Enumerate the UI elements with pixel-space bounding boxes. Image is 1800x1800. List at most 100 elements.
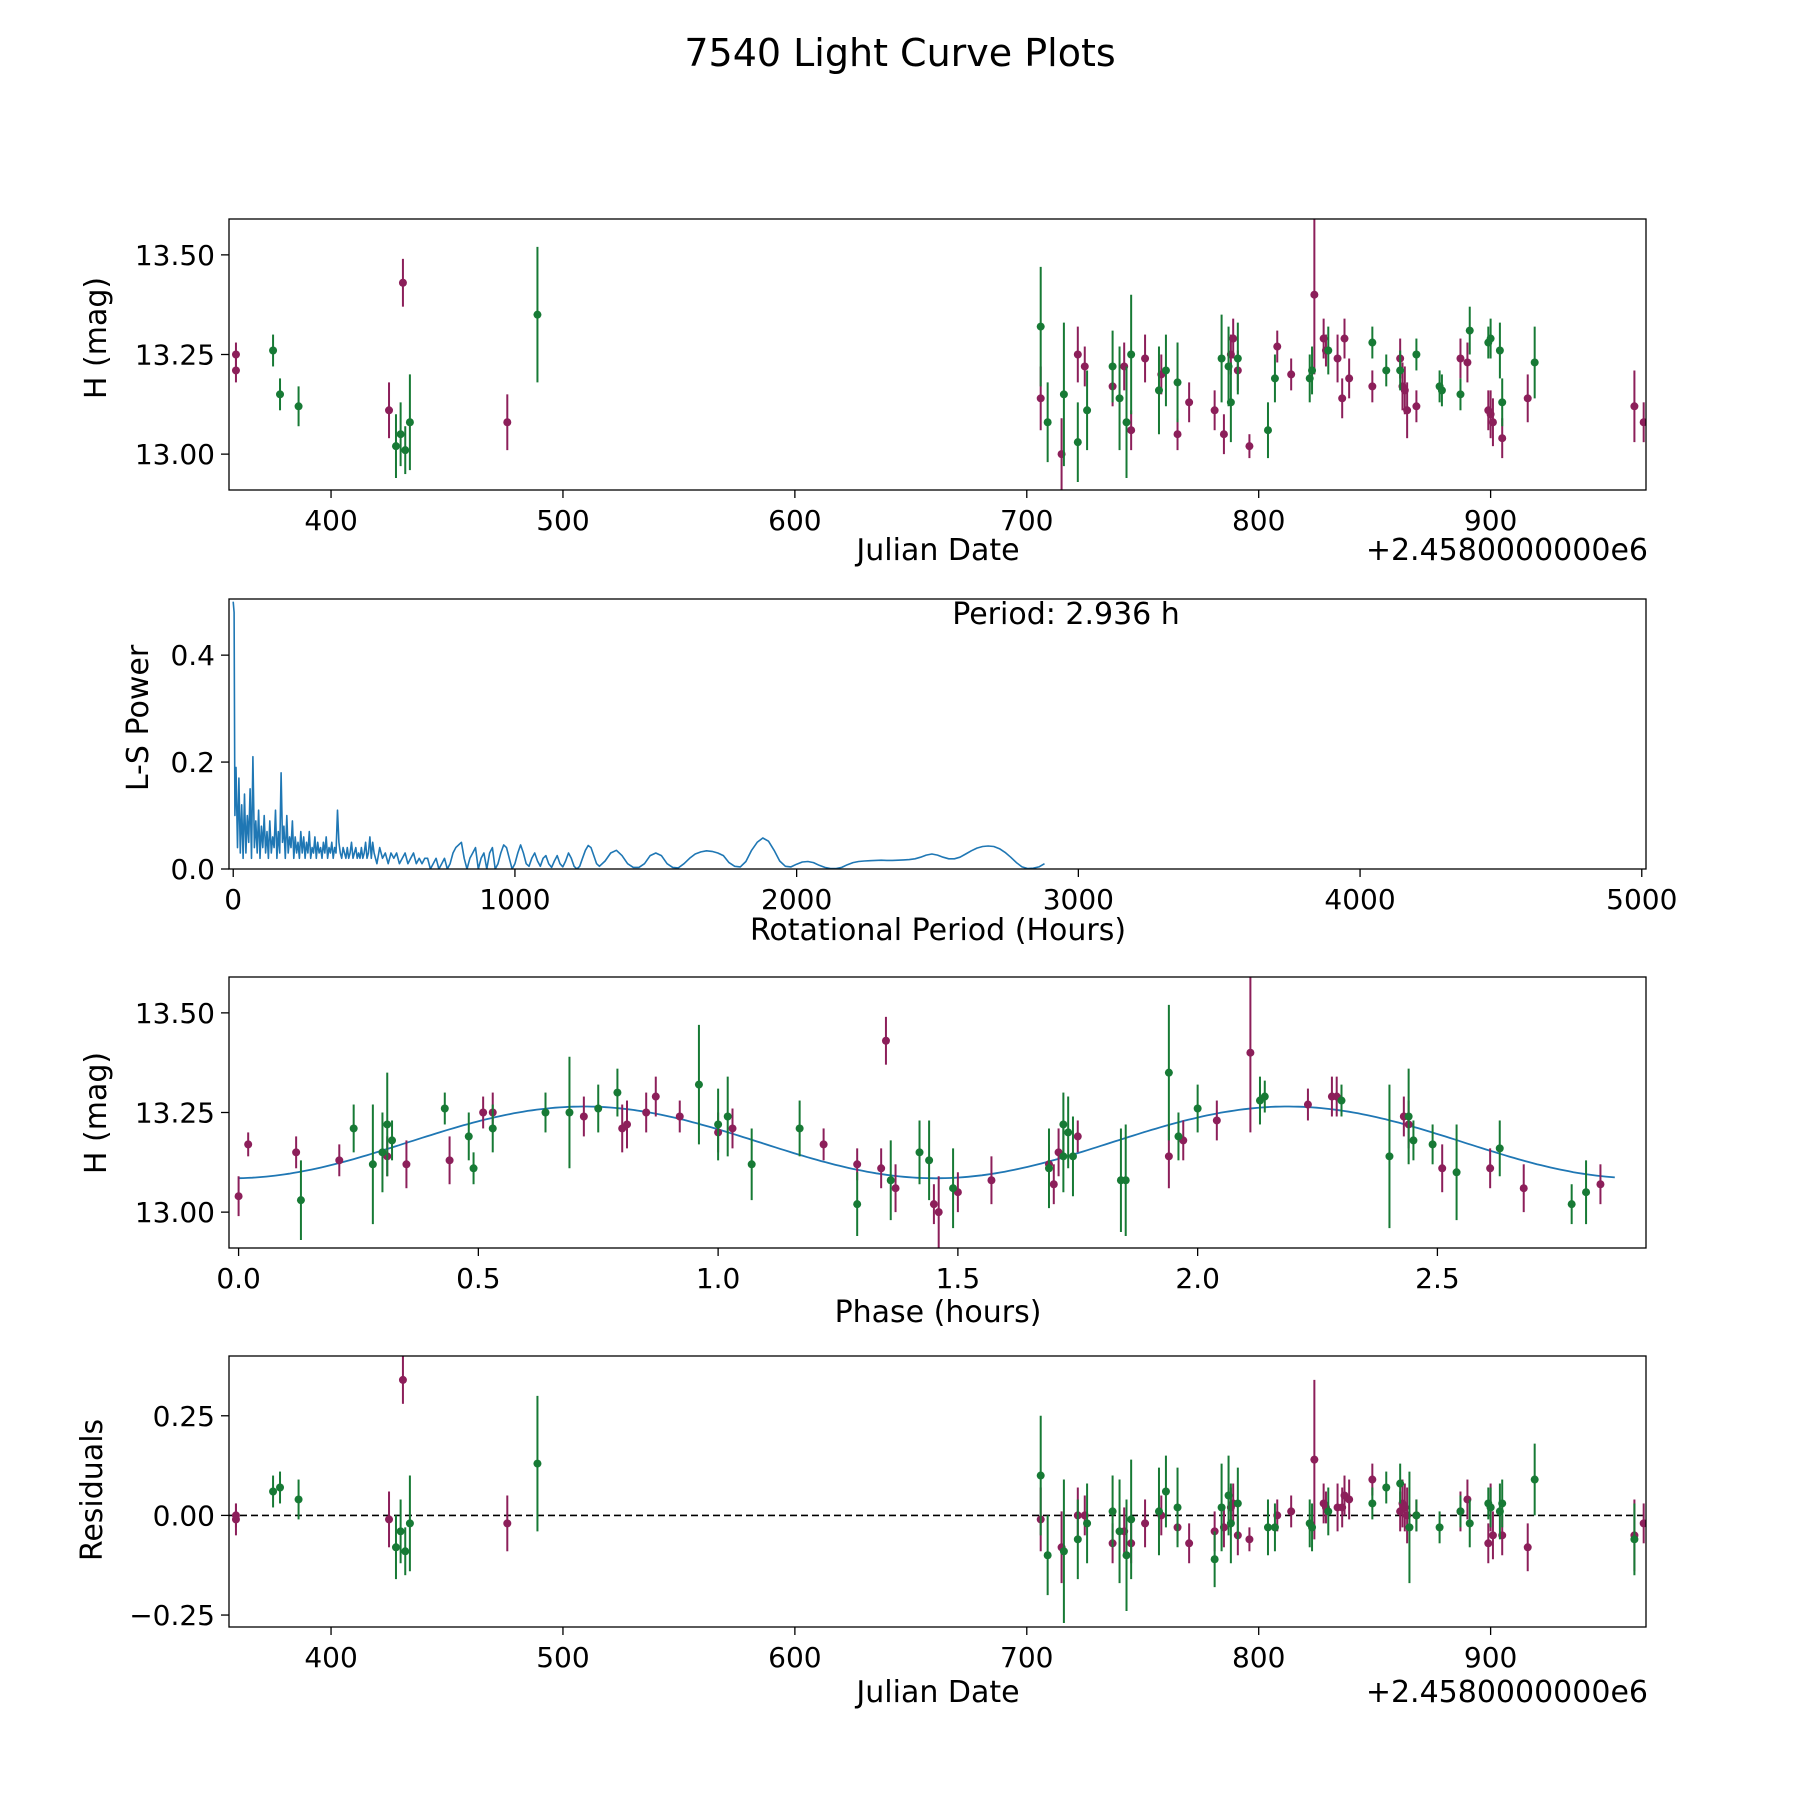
periodogram-xlabel: Rotational Period (Hours) — [750, 913, 1126, 948]
lightcurve-data-point — [503, 418, 512, 427]
periodogram-xtick-label: 3000 — [1043, 883, 1114, 916]
residuals-data-point — [1185, 1539, 1194, 1548]
lightcurve-data-point — [1127, 350, 1136, 359]
lightcurve-series-b — [269, 246, 1539, 483]
lightcurve-data-point — [1486, 334, 1495, 343]
residuals-data-point — [1308, 1523, 1317, 1532]
lightcurve-data-point — [1488, 418, 1497, 427]
phased-ytick-label: 13.50 — [135, 997, 215, 1030]
lightcurve-data-point — [1270, 374, 1279, 383]
lightcurve-panel: H (mag) Julian Date +2.4580000000e6 400 5… — [79, 218, 1648, 568]
lightcurve-data-point — [1338, 394, 1347, 403]
residuals-axes-frame — [228, 1355, 1647, 1628]
phased-data-point — [1495, 1144, 1504, 1153]
lightcurve-data-point — [1263, 426, 1272, 435]
residuals-panel: Residuals Julian Date +2.4580000000e6 40… — [75, 1355, 1648, 1710]
lightcurve-ylabel: H (mag) — [79, 277, 114, 399]
residuals-ytick-label: 0.00 — [153, 1499, 215, 1532]
lightcurve-data-point — [533, 310, 542, 319]
residuals-data-point — [391, 1543, 400, 1552]
lightcurve-data-point — [1324, 346, 1333, 355]
residuals-data-point — [1245, 1535, 1254, 1544]
phased-data-point — [368, 1160, 377, 1169]
periodogram-xtick-label: 1000 — [479, 883, 550, 916]
lightcurve-ytick-label: 13.00 — [135, 438, 215, 471]
phased-data-point — [565, 1108, 574, 1117]
lightcurve-data-point — [1245, 442, 1254, 451]
residuals-xtick-label: 800 — [1232, 1641, 1285, 1674]
phased-data-point — [383, 1120, 392, 1129]
phased-data-point — [1059, 1120, 1068, 1129]
residuals-data-point — [1310, 1455, 1319, 1464]
phased-xtick-label: 2.5 — [1415, 1262, 1460, 1295]
periodogram-ylabel: L-S Power — [121, 644, 156, 791]
residuals-data-point — [1217, 1503, 1226, 1512]
phased-data-point — [1428, 1140, 1437, 1149]
residuals-data-point — [294, 1495, 303, 1504]
lightcurve-xtick-label: 800 — [1232, 504, 1285, 537]
lightcurve-data-point — [1345, 374, 1354, 383]
lightcurve-data-point — [1036, 322, 1045, 331]
phased-data-point — [949, 1184, 958, 1193]
phased-data-point — [1337, 1096, 1346, 1105]
lightcurve-data-point — [396, 430, 405, 439]
phased-data-point — [388, 1136, 397, 1145]
residuals-data-point — [396, 1527, 405, 1536]
residuals-xtick-label: 400 — [304, 1641, 357, 1674]
phased-data-point — [1452, 1168, 1461, 1177]
phased-data-point — [613, 1088, 622, 1097]
residuals-data-point — [405, 1519, 414, 1528]
residuals-data-point — [1122, 1551, 1131, 1560]
phased-ytick-label: 13.00 — [135, 1196, 215, 1229]
lightcurve-data-point — [1456, 354, 1465, 363]
residuals-data-point — [1523, 1543, 1532, 1552]
residuals-data-point — [1630, 1535, 1639, 1544]
phased-data-point — [1567, 1200, 1576, 1209]
residuals-data-point — [1456, 1507, 1465, 1516]
lightcurve-data-point — [276, 390, 285, 399]
phased-xtick-label: 1.0 — [696, 1262, 741, 1295]
phased-data-point — [445, 1156, 454, 1165]
lightcurve-data-point — [1233, 354, 1242, 363]
phased-data-point — [915, 1148, 924, 1157]
phased-data-point — [1044, 1164, 1053, 1173]
lightcurve-data-point — [401, 446, 410, 455]
phased-data-point — [853, 1200, 862, 1209]
phased-data-point — [292, 1148, 301, 1157]
phased-xtick-label: 0.5 — [456, 1262, 501, 1295]
phased-series-a — [234, 977, 1605, 1248]
phased-data-point — [1193, 1104, 1202, 1113]
residuals-data-point — [1210, 1555, 1219, 1564]
phased-data-point — [479, 1108, 488, 1117]
lightcurve-ytick-label: 13.50 — [135, 239, 215, 272]
residuals-data-point — [1498, 1499, 1507, 1508]
phased-data-point — [402, 1160, 411, 1169]
residuals-data-point — [1412, 1511, 1421, 1520]
phased-data-point — [1486, 1164, 1495, 1173]
residuals-xtick-label: 700 — [1000, 1641, 1053, 1674]
phased-data-point — [244, 1140, 253, 1149]
phased-data-point — [488, 1124, 497, 1133]
phased-panel: H (mag) Phase (hours) 0.0 0.5 1.0 1.5 2.0 2.5… — [79, 976, 1647, 1330]
residuals-data-point — [1108, 1507, 1117, 1516]
periodogram-xtick-label: 4000 — [1324, 883, 1395, 916]
phased-data-point — [886, 1176, 895, 1185]
lightcurve-data-point — [1498, 434, 1507, 443]
lightcurve-xtick-label: 700 — [1000, 504, 1053, 537]
phased-data-point — [594, 1104, 603, 1113]
phased-data-point — [987, 1176, 996, 1185]
lightcurve-ytick-label: 13.25 — [135, 339, 215, 372]
residuals-data-point — [401, 1547, 410, 1556]
residuals-xtick-label: 900 — [1464, 1641, 1517, 1674]
phased-data-point — [464, 1132, 473, 1141]
phased-data-point — [881, 1036, 890, 1045]
residuals-data-point — [1036, 1471, 1045, 1480]
residuals-data-point — [1405, 1523, 1414, 1532]
residuals-ytick-label: −0.25 — [129, 1599, 215, 1632]
phased-data-point — [694, 1080, 703, 1089]
residuals-offset-label: +2.4580000000e6 — [1366, 1675, 1648, 1710]
phased-data-point — [1385, 1152, 1394, 1161]
lightcurve-data-point — [1229, 334, 1238, 343]
phased-data-point — [1164, 1152, 1173, 1161]
phased-xlabel: Phase (hours) — [835, 1295, 1042, 1330]
